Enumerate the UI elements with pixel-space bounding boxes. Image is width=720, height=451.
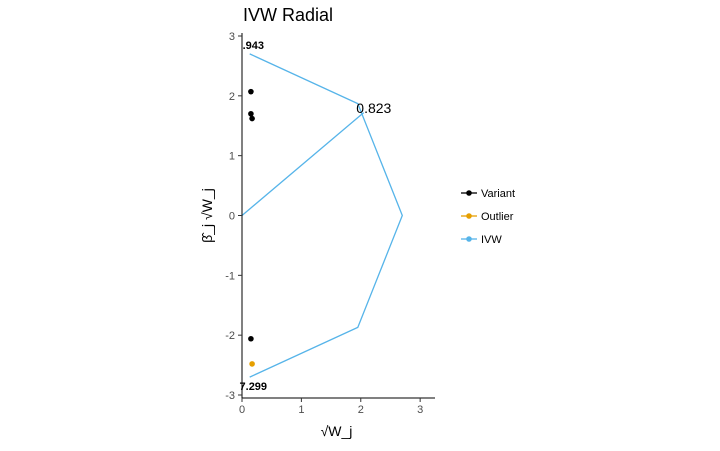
outlier-point-0 xyxy=(249,361,255,367)
legend-key-dot-0 xyxy=(466,190,472,196)
variant-point-0 xyxy=(248,88,254,95)
x-tick-label: 1 xyxy=(298,404,304,416)
axes: 0 1 2 3 -3 -2 -1 0 1 2 3 √W_j β̂_j √W_j xyxy=(199,31,435,439)
variant-point-2 xyxy=(249,115,255,122)
variant-point-1 xyxy=(248,110,254,117)
chart-title: IVW Radial xyxy=(243,5,333,25)
x-tick-label: 2 xyxy=(358,404,364,416)
legend: Variant Outlier IVW xyxy=(461,188,515,246)
y-tick-label: -1 xyxy=(225,270,235,282)
ivw-line-0 xyxy=(241,112,365,216)
ivw-line-1 xyxy=(249,53,403,378)
x-axis-label: √W_j xyxy=(321,423,353,439)
y-tick-label: -2 xyxy=(225,330,235,342)
legend-label-1: Outlier xyxy=(481,211,514,223)
y-tick-label: 3 xyxy=(229,31,235,43)
x-tick-label: 0 xyxy=(239,404,245,416)
legend-key-dot-2 xyxy=(466,236,472,242)
annotation-label-1: 0.823 xyxy=(356,100,391,116)
y-tick-label: 2 xyxy=(229,91,235,103)
y-tick-label: 1 xyxy=(229,151,235,163)
plot-area: .943 0.823 7.299 xyxy=(240,40,403,393)
legend-label-0: Variant xyxy=(481,188,515,200)
legend-key-dot-1 xyxy=(466,213,472,219)
y-axis-label: β̂_j √W_j xyxy=(199,188,215,243)
y-tick-label: 0 xyxy=(229,211,235,223)
annotation-label-0: .943 xyxy=(243,40,264,52)
legend-label-2: IVW xyxy=(481,234,502,246)
x-tick-label: 3 xyxy=(417,404,423,416)
annotation-label-2: 7.299 xyxy=(240,381,268,393)
variant-point-3 xyxy=(248,335,254,342)
y-tick-label: -3 xyxy=(225,390,235,402)
